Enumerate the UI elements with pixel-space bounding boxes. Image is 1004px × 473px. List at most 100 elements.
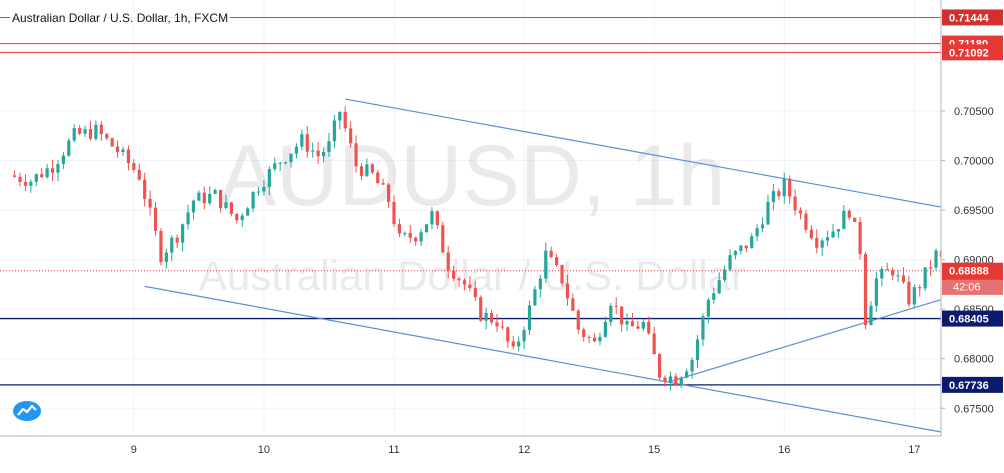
candle-body xyxy=(78,128,82,134)
candle-body xyxy=(760,224,765,229)
candle-body xyxy=(603,321,607,337)
candle-body xyxy=(706,299,710,317)
candle-body xyxy=(918,287,922,289)
candle-body xyxy=(473,288,477,298)
candle-body xyxy=(874,278,878,306)
candle-body xyxy=(560,265,564,284)
candle-body xyxy=(359,166,364,176)
candle-body xyxy=(397,224,402,234)
resistance-3-badge xyxy=(942,44,1003,61)
candle-body xyxy=(137,169,141,180)
price-tick-label: 0.70500 xyxy=(954,106,994,118)
time-tick-label: 17 xyxy=(908,444,920,456)
candle-body xyxy=(457,278,461,281)
candle-body xyxy=(414,237,418,242)
candle-body xyxy=(159,230,163,263)
candle-body xyxy=(430,211,434,225)
grid-layer xyxy=(0,0,941,436)
candle-body xyxy=(132,163,136,170)
price-tick-label: 0.70000 xyxy=(954,156,994,168)
candle-body xyxy=(153,207,158,231)
candle-body xyxy=(18,176,22,182)
candle-body xyxy=(555,257,559,266)
candle-body xyxy=(912,287,916,305)
candle-body xyxy=(267,169,271,187)
candle-body xyxy=(110,138,114,147)
candle-body xyxy=(441,225,445,253)
watermark-symbol: AUDUSD, 1h xyxy=(219,128,726,224)
candle-body xyxy=(479,297,483,321)
candle-body xyxy=(891,270,895,276)
candle-body xyxy=(381,183,385,185)
candle-body xyxy=(538,278,542,290)
candle-body xyxy=(386,184,391,202)
candle-body xyxy=(213,189,217,194)
candle-body xyxy=(332,120,336,142)
candle-body xyxy=(435,211,439,226)
candle-body xyxy=(620,306,624,325)
candle-body xyxy=(289,153,293,163)
candle-body xyxy=(685,371,689,378)
candle-body xyxy=(896,275,900,277)
price-tick-label: 0.68000 xyxy=(954,354,994,366)
candle-body xyxy=(392,201,396,225)
upper-channel-line xyxy=(345,98,969,213)
resistance-1-label: 0.71444 xyxy=(949,12,990,24)
candle-body xyxy=(804,213,808,230)
time-tick-label: 15 xyxy=(648,444,660,456)
candle-body xyxy=(99,124,103,135)
candle-body xyxy=(143,179,147,199)
candle-body xyxy=(462,280,467,285)
candle-body xyxy=(23,181,28,186)
candle-body xyxy=(636,326,640,329)
price-tick-label: 0.69500 xyxy=(954,205,994,217)
candle-body xyxy=(592,337,597,342)
candle-body xyxy=(641,321,645,329)
horizontal-levels xyxy=(0,16,941,386)
candle-body xyxy=(235,213,239,221)
candle-body xyxy=(408,232,412,238)
time-tick-label: 16 xyxy=(778,444,790,456)
trendlines xyxy=(144,98,969,438)
candle-body xyxy=(571,298,575,311)
price-axis[interactable]: 0.675000.680000.685000.690000.695000.700… xyxy=(940,0,1004,468)
candle-body xyxy=(755,228,759,237)
candle-body xyxy=(294,146,299,154)
candle-body xyxy=(549,250,553,258)
candle-body xyxy=(826,237,830,241)
candle-body xyxy=(376,172,380,184)
tradingview-logo-icon[interactable] xyxy=(12,400,42,422)
candle-body xyxy=(262,186,266,192)
candle-body xyxy=(273,163,277,170)
candle-body xyxy=(674,376,678,386)
price-tick-label: 0.67500 xyxy=(954,403,994,415)
candle-body xyxy=(218,189,223,209)
candle-body xyxy=(500,326,504,328)
candle-body xyxy=(869,305,873,326)
candle-body xyxy=(305,134,309,152)
candle-body xyxy=(148,198,152,208)
candle-body xyxy=(349,128,353,144)
candle-body xyxy=(847,210,851,218)
candle-body xyxy=(61,155,65,165)
last-price-label: 0.68888 xyxy=(949,266,989,278)
candle-body xyxy=(506,327,510,342)
candle-body xyxy=(831,231,835,238)
candle-body xyxy=(934,250,938,268)
candle-body xyxy=(695,339,700,361)
candle-body xyxy=(484,312,488,321)
candle-body xyxy=(278,162,282,164)
candle-body xyxy=(121,149,125,153)
time-axis[interactable]: 9 10 11 12 15 16 17 xyxy=(0,435,941,468)
candle-body xyxy=(723,269,727,281)
candle-body xyxy=(880,269,884,279)
candle-body xyxy=(251,192,255,209)
candle-body xyxy=(858,221,862,255)
candle-body xyxy=(798,210,803,214)
candle-body xyxy=(256,191,261,193)
candle-body xyxy=(105,134,109,139)
candle-body xyxy=(923,267,927,289)
candle-body xyxy=(495,322,499,327)
